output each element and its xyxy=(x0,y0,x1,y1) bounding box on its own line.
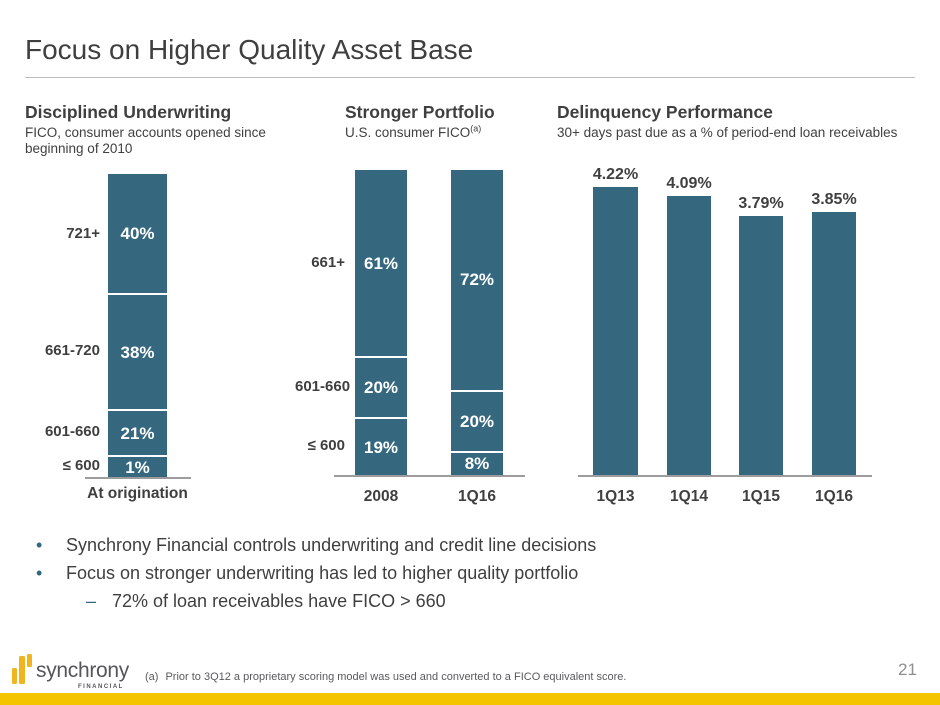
bar-value-label: 4.22% xyxy=(592,166,639,183)
bar-segment: 61% xyxy=(355,170,407,357)
subtitle-text: U.S. consumer FICO xyxy=(345,125,471,140)
chart-subtitle-disciplined-underwriting: FICO, consumer accounts opened since beg… xyxy=(25,125,266,156)
bar-segment: 8% xyxy=(451,450,503,475)
bar-segment: 19% xyxy=(355,417,407,475)
footnote-marker: (a) xyxy=(145,671,159,683)
chart-disciplined-underwriting: 40% 38% 21% 1% 721+ 661-720 601-660 ≤ 600 At ori… xyxy=(25,160,310,515)
bar-1Q15 xyxy=(739,216,783,475)
bullet-item: • Synchrony Financial controls underwrit… xyxy=(36,534,776,557)
bar-1Q14 xyxy=(667,196,711,475)
chart-subtitle-delinquency-performance: 30+ days past due as a % of period-end l… xyxy=(557,125,898,140)
bar-segment-label: 72% xyxy=(459,270,495,290)
stacked-bar-At origination: 40% 38% 21% 1% xyxy=(108,174,167,477)
row-label: ≤ 600 xyxy=(62,457,100,474)
bar-segment: 40% xyxy=(108,174,167,293)
x-axis-label: 1Q14 xyxy=(670,488,708,505)
chart-title-stronger-portfolio: Stronger Portfolio xyxy=(345,102,495,122)
bar-segment-label: 1% xyxy=(125,457,150,477)
logo-wordmark: synchrony xyxy=(36,659,130,682)
page-title: Focus on Higher Quality Asset Base xyxy=(25,34,474,65)
bar-segment-label: 38% xyxy=(120,342,155,362)
stacked-bar-2008: 61% 20% 19% xyxy=(355,170,407,475)
bar-value-label: 3.79% xyxy=(738,195,784,212)
row-label: 601-660 xyxy=(44,423,100,440)
chart-stronger-portfolio: 61% 20% 19% 661+ 601-660 ≤ 600 2008 72% 20% 8% 1Q1… xyxy=(295,160,545,515)
footnote-text: Prior to 3Q12 a proprietary scoring mode… xyxy=(165,671,627,683)
logo-bar-icon xyxy=(12,668,17,684)
sub-bullet-item: – 72% of loan receivables have FICO > 66… xyxy=(36,590,776,613)
bullet-text: Synchrony Financial controls underwritin… xyxy=(66,535,597,555)
stacked-bar-1Q16: 72% 20% 8% xyxy=(451,170,503,475)
x-axis-line xyxy=(578,475,872,477)
bar-segment: 21% xyxy=(108,409,167,455)
x-axis-label: 1Q16 xyxy=(815,488,853,505)
page-number: 21 xyxy=(898,660,917,679)
panel-disciplined-underwriting: Disciplined Underwriting FICO, consumer … xyxy=(25,102,325,157)
bar-segment-label: 19% xyxy=(363,437,399,457)
bar-segment-label: 21% xyxy=(120,423,155,443)
x-axis-label: 1Q16 xyxy=(458,488,496,505)
x-axis-line xyxy=(334,475,525,477)
bar-segment-label: 40% xyxy=(120,224,155,243)
bar-segment: 38% xyxy=(108,293,167,409)
chart-title-disciplined-underwriting: Disciplined Underwriting xyxy=(25,102,232,122)
bar-segment-label: 8% xyxy=(464,454,490,474)
x-axis-label: 1Q13 xyxy=(596,488,635,505)
bar-1Q16 xyxy=(812,212,856,475)
x-axis-label: 2008 xyxy=(363,488,399,505)
dash-icon: – xyxy=(86,591,97,611)
row-label: 661+ xyxy=(311,254,345,272)
panel-delinquency-performance: Delinquency Performance 30+ days past du… xyxy=(557,102,940,141)
logo-subtext: FINANCIAL xyxy=(78,684,124,690)
bullet-list: • Synchrony Financial controls underwrit… xyxy=(36,534,776,618)
bar-segment: 20% xyxy=(355,356,407,418)
x-axis-label: At origination xyxy=(87,485,188,502)
bullet-item: • Focus on stronger underwriting has led… xyxy=(36,562,776,585)
footnote-ref-a: (a) xyxy=(470,123,482,134)
x-axis-label: 1Q15 xyxy=(742,488,780,505)
sub-bullet-text: 72% of loan receivables have FICO > 660 xyxy=(112,591,446,611)
chart-subtitle-stronger-portfolio: U.S. consumer FICO(a) xyxy=(345,123,555,141)
bar-segment: 72% xyxy=(451,170,503,390)
row-label: 721+ xyxy=(66,224,100,242)
title-divider xyxy=(25,77,915,78)
row-label: ≤ 600 xyxy=(307,437,345,455)
footnote: (a) Prior to 3Q12 a proprietary scoring m… xyxy=(145,671,626,683)
x-axis-line xyxy=(85,477,191,479)
bar-1Q13 xyxy=(593,187,638,475)
chart-title-delinquency-performance: Delinquency Performance xyxy=(557,102,773,122)
bar-segment: 20% xyxy=(451,389,503,451)
logo-bar-icon xyxy=(27,654,32,667)
bullet-icon: • xyxy=(36,563,43,583)
bar-segment-label: 61% xyxy=(363,253,399,273)
bar-value-label: 3.85% xyxy=(811,191,857,208)
bar-value-label: 4.09% xyxy=(666,175,712,192)
synchrony-logo: synchrony FINANCIAL xyxy=(12,654,147,694)
bar-segment: 1% xyxy=(108,455,167,477)
row-label: 601-660 xyxy=(295,377,351,395)
row-label: 661-720 xyxy=(44,342,100,359)
chart-delinquency-performance: 4.22% 1Q13 4.09% 1Q14 3.79% 1Q15 3.85% 1Q16 xyxy=(560,160,890,515)
bullet-icon: • xyxy=(36,535,43,555)
gold-footer-bar xyxy=(0,693,940,705)
panel-stronger-portfolio: Stronger Portfolio U.S. consumer FICO(a) xyxy=(345,102,555,141)
bar-segment-label: 20% xyxy=(363,378,399,398)
bullet-text: Focus on stronger underwriting has led t… xyxy=(66,563,579,583)
bar-segment-label: 20% xyxy=(459,411,495,431)
logo-bar-icon xyxy=(19,656,25,684)
